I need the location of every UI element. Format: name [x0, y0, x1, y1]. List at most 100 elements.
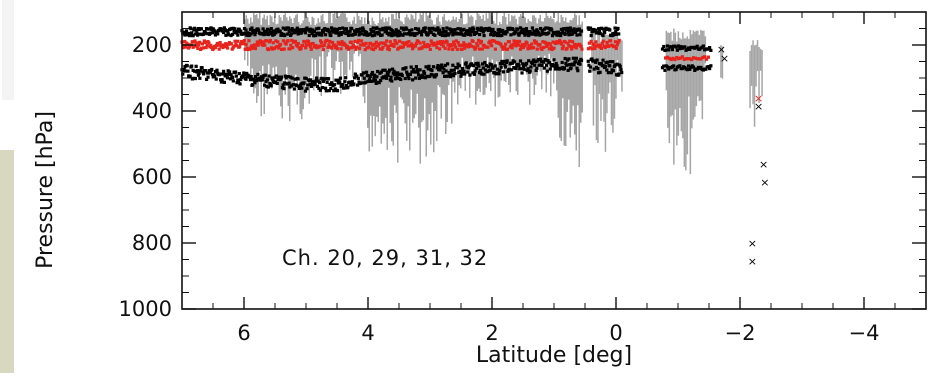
black-point — [541, 60, 546, 64]
spread-bar — [370, 24, 372, 116]
spread-bar — [493, 20, 495, 79]
red-point — [185, 42, 190, 46]
black-point — [329, 81, 334, 85]
black-point — [327, 89, 331, 93]
black-point — [416, 70, 420, 74]
black-point — [241, 75, 245, 79]
black-point — [342, 86, 346, 90]
black-point — [315, 84, 320, 88]
spread-bar — [442, 16, 444, 95]
red-point — [519, 44, 524, 49]
spread-bar — [439, 21, 441, 88]
spread-bar — [299, 24, 301, 114]
red-point — [359, 39, 364, 43]
red-point — [195, 41, 199, 45]
black-point — [369, 79, 373, 84]
black-point — [399, 32, 403, 37]
red-point — [387, 48, 391, 52]
black-point — [691, 65, 696, 69]
black-point — [483, 68, 488, 72]
spread-bar — [755, 44, 757, 87]
red-point — [395, 42, 399, 46]
spread-bar — [609, 35, 611, 83]
black-point — [414, 76, 418, 80]
black-point — [444, 69, 448, 73]
black-point — [323, 77, 327, 81]
black-point — [227, 33, 231, 37]
black-point — [321, 86, 325, 90]
red-point — [321, 47, 325, 52]
spread-bar — [750, 45, 753, 86]
spread-bar — [569, 19, 571, 138]
red-point — [242, 38, 246, 43]
red-point — [388, 40, 392, 44]
spread-bar — [759, 48, 762, 71]
black-point — [472, 63, 476, 68]
isolated-point: × — [748, 237, 757, 250]
red-point — [580, 47, 584, 51]
red-point — [565, 46, 569, 51]
black-point — [424, 65, 428, 69]
black-point — [447, 32, 451, 36]
red-point — [330, 46, 334, 50]
black-point — [188, 74, 192, 78]
black-point — [451, 63, 455, 67]
red-point — [322, 43, 326, 47]
black-point — [420, 75, 424, 79]
black-point — [469, 33, 473, 37]
red-point — [303, 40, 307, 44]
black-point — [482, 72, 486, 76]
spread-bar — [359, 19, 361, 54]
black-point — [318, 80, 322, 85]
black-point — [577, 27, 581, 31]
black-point — [594, 60, 598, 64]
spread-bar — [551, 18, 553, 58]
red-point — [558, 40, 563, 44]
spread-bar — [566, 22, 568, 112]
black-point — [472, 27, 476, 31]
black-point — [294, 28, 299, 32]
red-point — [216, 43, 220, 47]
black-point — [294, 83, 299, 88]
red-point — [289, 43, 293, 47]
black-point — [404, 66, 408, 70]
spread-bar — [313, 17, 315, 91]
red-point — [446, 43, 450, 47]
red-point — [677, 57, 681, 61]
black-point — [426, 67, 430, 71]
black-point — [579, 29, 584, 33]
black-point — [361, 28, 366, 32]
black-point — [410, 70, 414, 74]
black-point — [278, 29, 282, 34]
black-point — [332, 27, 337, 31]
red-point — [474, 46, 478, 50]
red-point — [477, 38, 481, 43]
black-point — [462, 69, 466, 73]
black-point — [201, 72, 206, 76]
black-point — [469, 28, 474, 32]
left-edge-noise — [2, 0, 14, 100]
spread-bar — [692, 30, 695, 120]
red-point — [554, 41, 558, 46]
black-point — [387, 33, 391, 37]
black-point — [392, 69, 396, 73]
black-point — [419, 33, 424, 37]
black-point — [435, 66, 439, 70]
black-point — [421, 73, 425, 77]
black-point — [398, 30, 402, 35]
spread-bar — [397, 18, 399, 163]
spread-bar — [284, 13, 286, 95]
black-point — [450, 72, 454, 76]
black-point — [527, 33, 531, 38]
black-point — [475, 66, 479, 70]
red-point — [281, 39, 285, 43]
spread-bar — [263, 14, 265, 114]
spread-bar — [499, 21, 501, 97]
black-point — [314, 79, 318, 83]
red-point — [559, 42, 564, 46]
spread-bar — [311, 16, 313, 59]
red-point — [664, 56, 668, 60]
red-point — [376, 44, 380, 48]
red-point — [546, 41, 551, 46]
black-point — [428, 74, 432, 79]
